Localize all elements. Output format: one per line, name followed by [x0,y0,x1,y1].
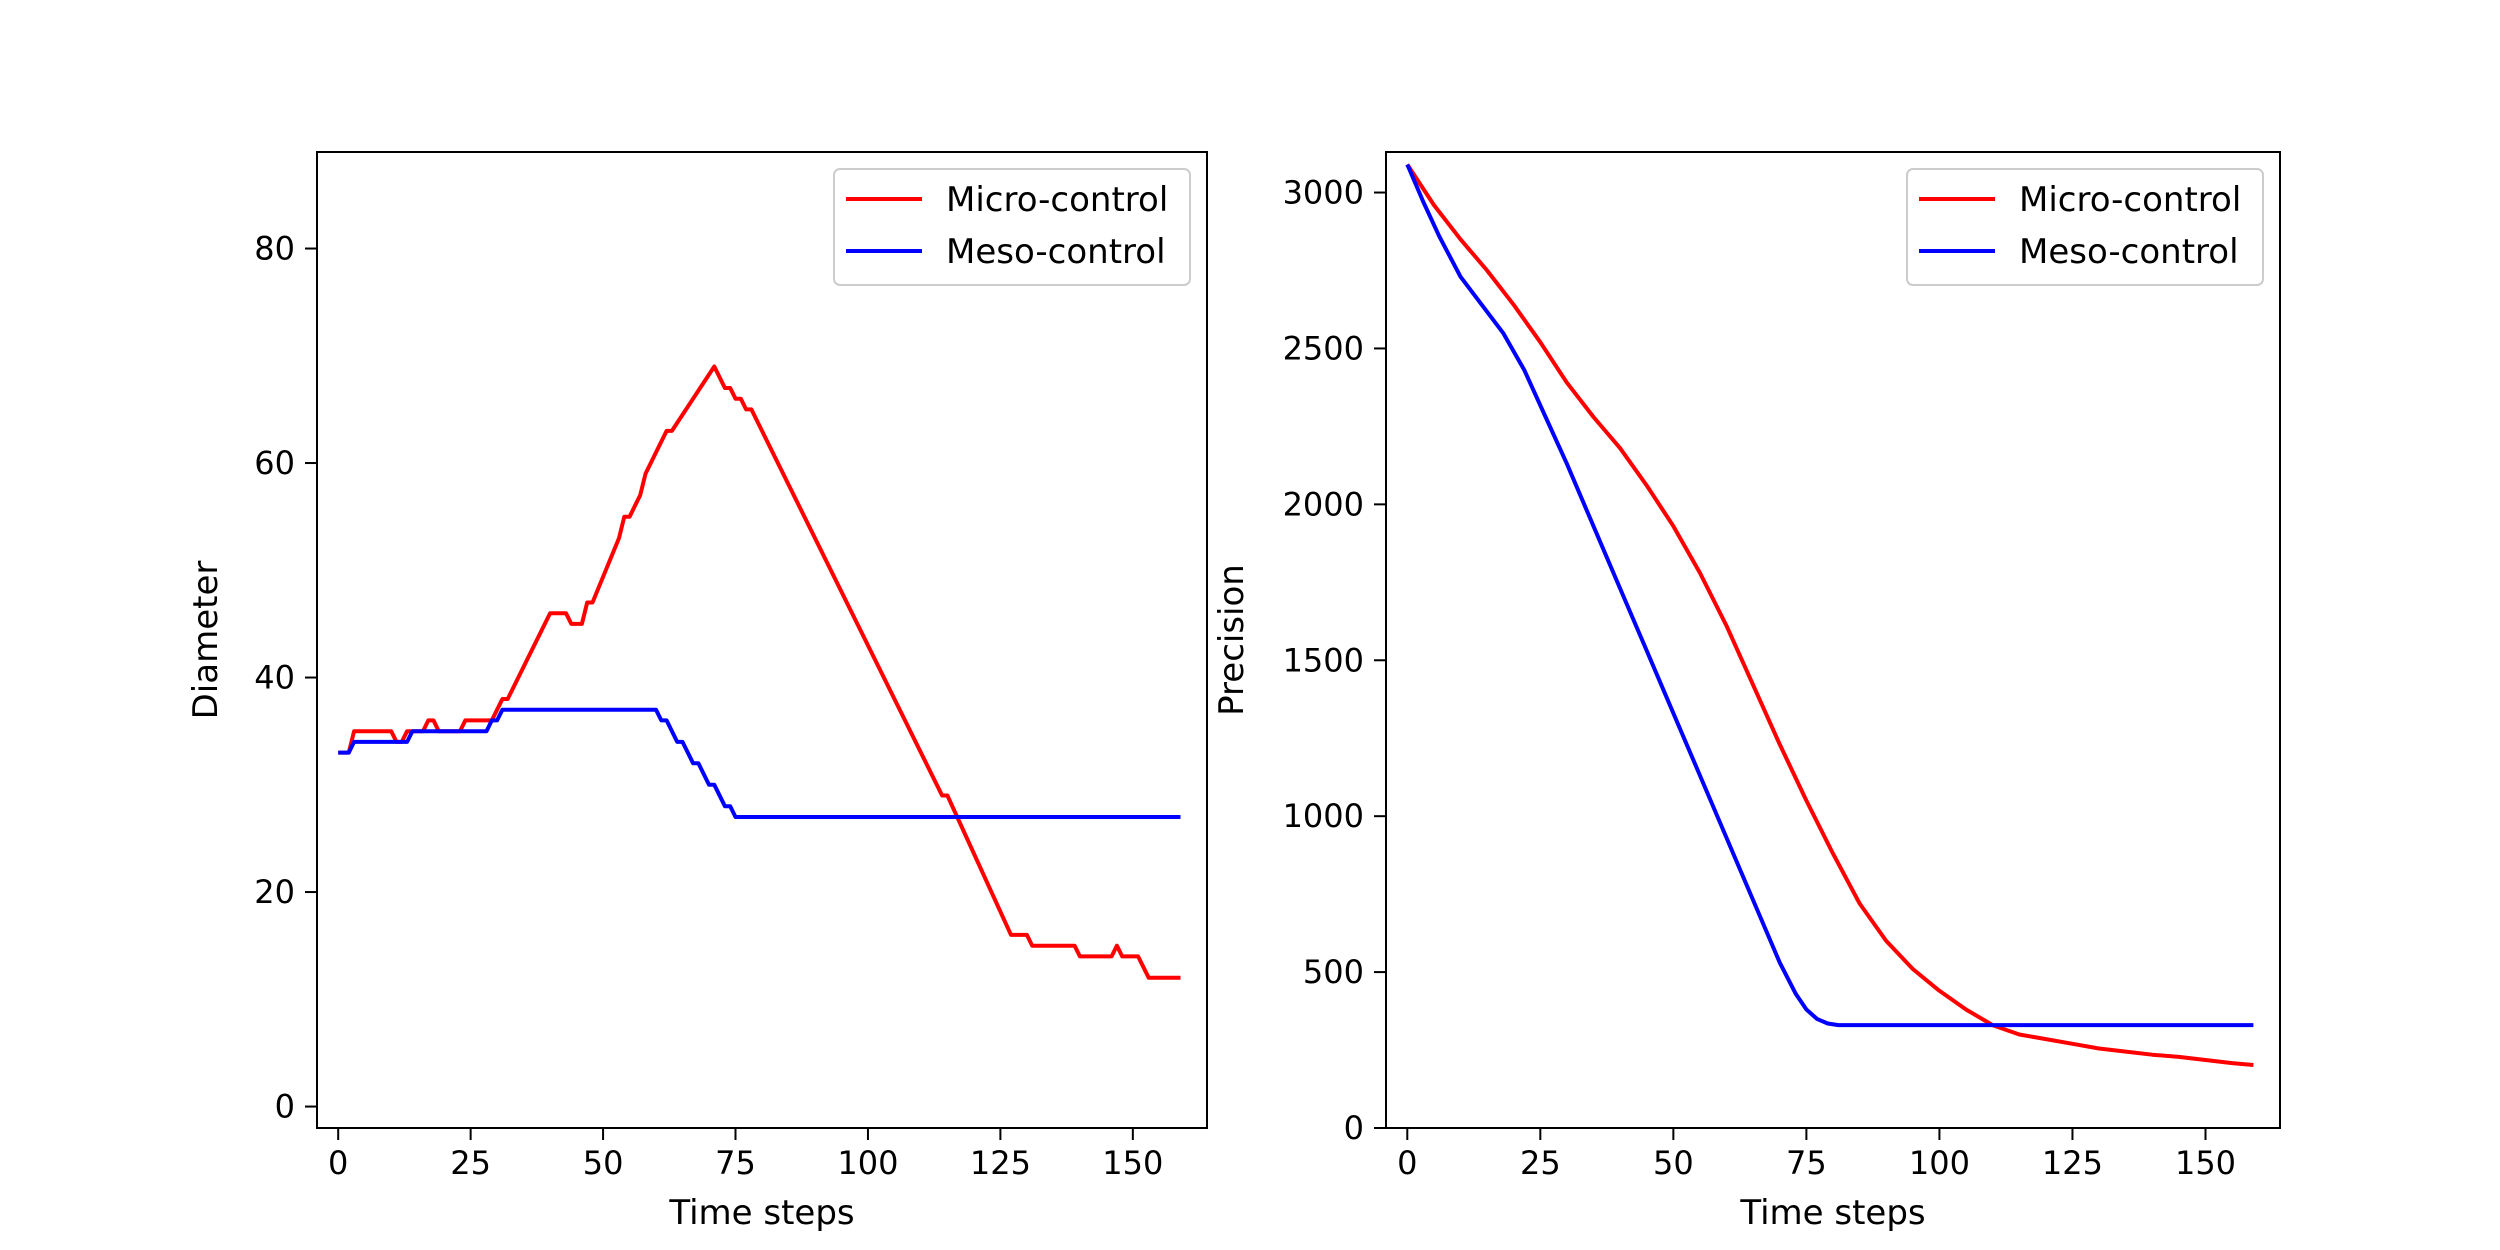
diameter-y-tick-label: 20 [254,873,295,911]
diameter-x-tick-label: 0 [328,1144,348,1182]
precision-y-tick-label: 2000 [1283,485,1364,523]
diameter-legend-box [833,168,1191,286]
precision-series-line-meso-control [1405,163,2254,1028]
precision-x-tick-label: 75 [1786,1144,1827,1182]
diameter-legend-label: Micro-control [946,180,1168,220]
diameter-series-line-meso-control [338,707,1181,819]
diameter-x-tick-label: 50 [583,1144,624,1182]
diameter-y-tick-label: 80 [254,230,295,268]
precision-y-tick-label: 2500 [1283,329,1364,367]
diameter-x-tick-label: 150 [1102,1144,1163,1182]
precision-y-tick-label: 0 [1344,1109,1364,1147]
precision-x-tick-label: 25 [1520,1144,1561,1182]
precision-legend-label: Meso-control [2019,232,2239,272]
diameter-x-tick-label: 25 [450,1144,491,1182]
precision-x-tick-label: 125 [2042,1144,2103,1182]
diameter-x-tick-label: 75 [715,1144,756,1182]
precision-y-tick-label: 1500 [1283,641,1364,679]
precision-legend: Micro-control Meso-control [1906,168,2264,286]
precision-axes-frame [1385,151,2281,1129]
diameter-y-tick-label: 60 [254,444,295,482]
diameter-y-tick-label: 0 [275,1088,295,1126]
precision-series-line-micro-control [1405,163,2254,1067]
precision-x-tick-label: 150 [2175,1144,2236,1182]
precision-y-tick-label: 1000 [1283,797,1364,835]
diameter-legend: Micro-control Meso-control [833,168,1191,286]
diameter-panel: 0 25 50 75 100 125 150 0 20 40 60 80 Time steps Diame… [186,151,1208,1233]
diameter-y-axis-label: Diameter [186,561,226,720]
diameter-y-tick-label: 40 [254,659,295,697]
diameter-legend-label: Meso-control [946,232,1166,272]
precision-panel: 0 25 50 75 100 125 150050010001500200025003000… [1212,151,2281,1233]
precision-legend-label: Micro-control [2019,180,2241,220]
diameter-x-tick-label: 100 [837,1144,898,1182]
precision-x-tick-label: 50 [1653,1144,1694,1182]
diameter-axes-frame [316,151,1208,1129]
diameter-x-tick-label: 125 [970,1144,1031,1182]
precision-y-tick-label: 3000 [1283,174,1364,212]
precision-legend-box [1906,168,2264,286]
precision-y-tick-label: 500 [1303,953,1364,991]
precision-x-axis-label: Time steps [1739,1193,1925,1233]
precision-x-tick-label: 100 [1909,1144,1970,1182]
precision-y-axis-label: Precision [1212,564,1252,716]
precision-x-tick-label: 0 [1397,1144,1417,1182]
diameter-x-axis-label: Time steps [668,1193,854,1233]
